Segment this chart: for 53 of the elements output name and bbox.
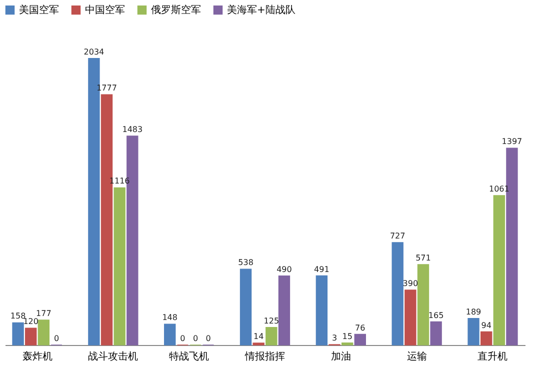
x-tick-label: 加油: [330, 350, 351, 362]
data-label: 1397: [502, 137, 522, 146]
data-label: 3: [332, 334, 338, 343]
bar: [38, 320, 50, 346]
data-label: 538: [238, 258, 254, 268]
data-label: 165: [428, 310, 444, 320]
bar: [316, 275, 328, 346]
data-label: 490: [276, 264, 292, 274]
data-label: 491: [314, 264, 330, 274]
data-label: 125: [264, 316, 280, 326]
bar: [493, 195, 505, 346]
data-label: 148: [162, 313, 178, 322]
data-label: 2034: [84, 47, 104, 56]
legend-label: 美国空军: [19, 4, 59, 16]
data-label: 0: [206, 334, 211, 343]
bar: [430, 321, 442, 346]
legend-label: 俄罗斯空军: [151, 4, 201, 16]
x-tick-label: 运输: [406, 350, 427, 362]
bar: [114, 187, 126, 346]
bar: [404, 290, 416, 346]
legend-label: 中国空军: [85, 4, 125, 16]
data-label: 15: [342, 332, 352, 341]
x-tick-label: 特战飞机: [169, 350, 210, 362]
data-label: 0: [54, 334, 60, 343]
bar: [266, 326, 278, 346]
bar: [417, 264, 430, 346]
x-tick-label: 战斗攻击机: [88, 350, 138, 362]
bar: [25, 328, 37, 346]
bar: [341, 342, 354, 346]
bar: [480, 331, 492, 346]
data-label: 0: [180, 334, 186, 343]
data-label: 571: [416, 254, 431, 263]
x-tick-label: 轰炸机: [22, 350, 52, 362]
bar: [468, 318, 480, 346]
bar: [240, 268, 252, 346]
data-label: 120: [23, 317, 38, 326]
bar: [12, 322, 24, 346]
bar: [392, 242, 404, 346]
bar: [164, 324, 176, 346]
x-tick-label: 直升机: [478, 350, 508, 362]
legend-label: 美海军+陆战队: [227, 4, 296, 16]
bar: [278, 276, 290, 346]
data-label: 727: [390, 232, 406, 241]
data-label: 1483: [122, 125, 143, 134]
data-label: 177: [36, 309, 52, 318]
data-label: 189: [466, 307, 482, 316]
data-label: 94: [481, 320, 492, 330]
data-label: 14: [254, 332, 264, 342]
data-label: 0: [192, 334, 198, 343]
x-tick-label: 情报指挥: [244, 350, 285, 362]
data-label: 76: [355, 323, 366, 332]
bar: [354, 334, 366, 346]
data-label: 158: [10, 312, 26, 321]
